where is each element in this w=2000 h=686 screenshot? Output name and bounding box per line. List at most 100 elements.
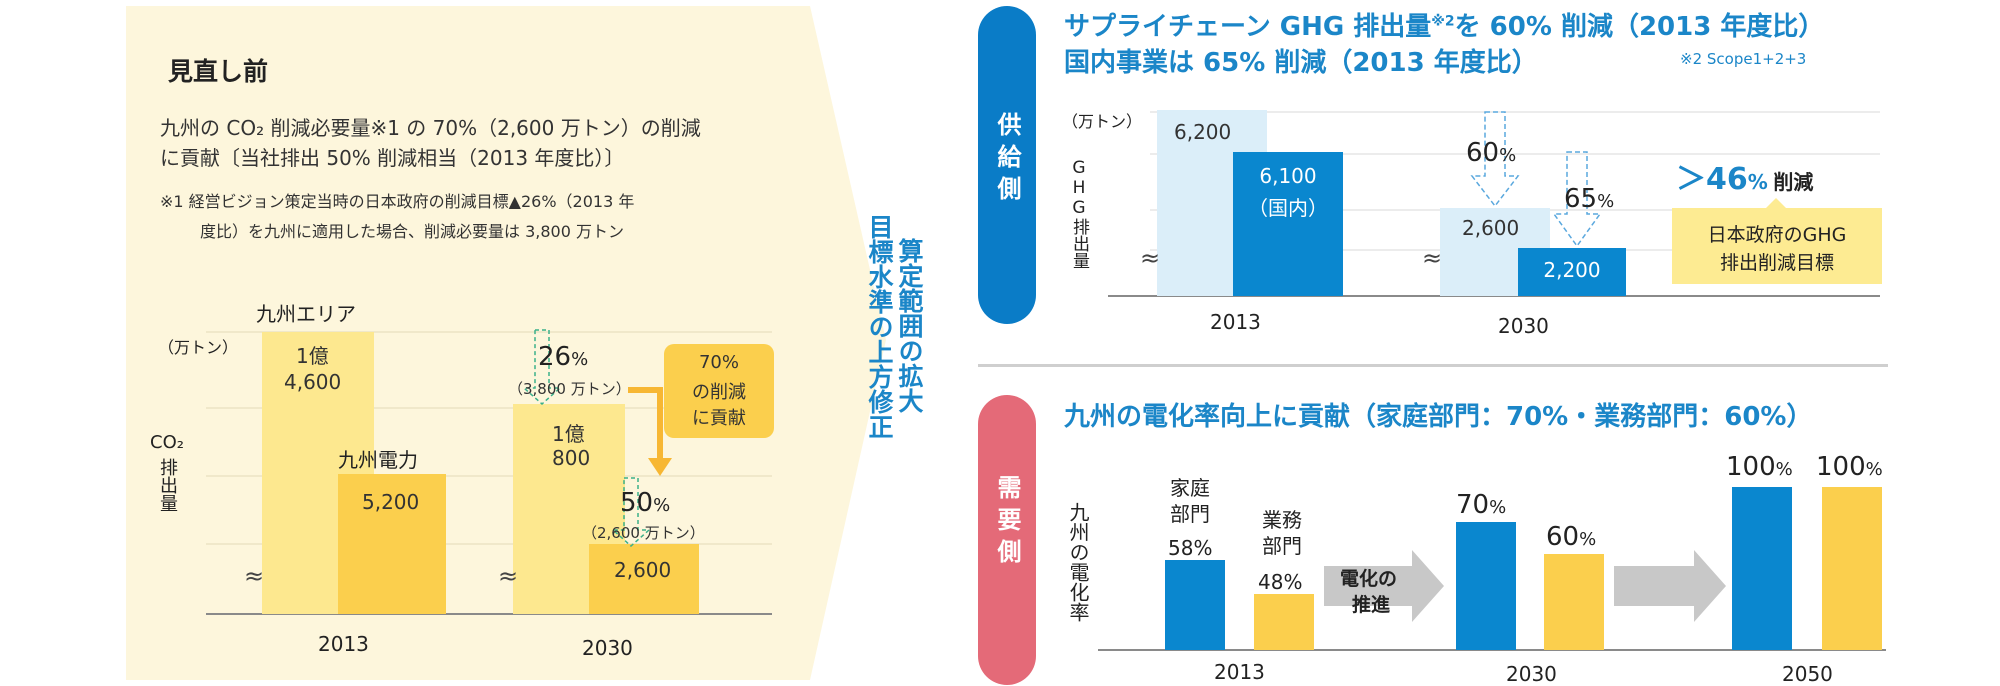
left-break-mark-2030: ≈: [498, 562, 519, 590]
callout-line2: の削減: [692, 382, 746, 403]
cat-household-label-2: 部門: [1170, 502, 1210, 526]
left-note-line1: ※1 経営ビジョン策定当時の日本政府の削減目標▲26%（2013 年: [160, 192, 635, 211]
supply-break-mark-2030: ≈: [1422, 244, 1443, 272]
pct-65-label: 65%: [1564, 184, 1614, 214]
left-unit-label: （万トン）: [158, 338, 239, 357]
val-2013-household: 58%: [1168, 536, 1213, 560]
demand-ylabel: 九州の電化率: [1066, 502, 1090, 622]
section-divider: [978, 364, 1888, 367]
left-note-line2: 度比）を九州に適用した場合、削減必要量は 3,800 万トン: [200, 222, 624, 241]
progress-arrow-icon: [1614, 550, 1726, 622]
pct-50-sub-label: （2,600 万トン）: [582, 524, 705, 542]
val-2030-household-sign: %: [1489, 497, 1507, 518]
val-2050-household-sign: %: [1775, 459, 1793, 480]
supply-title-footnote-mark: ※2: [1431, 13, 1455, 30]
val-2013-business: 48%: [1258, 570, 1303, 594]
bar-2013-power-label: 5,200: [362, 490, 420, 514]
left-break-mark-2013: ≈: [244, 562, 265, 590]
down-arrow-65-icon: [1552, 151, 1602, 248]
bar-2013-kyushu-power: [338, 474, 446, 614]
pct-50-label: 50%: [620, 488, 670, 518]
supply-break-mark-2013: ≈: [1140, 244, 1161, 272]
cat-household-label-1: 家庭: [1170, 476, 1210, 500]
cat-business-label-1: 業務: [1262, 508, 1302, 532]
left-year-2013: 2013: [318, 632, 369, 656]
left-year-2030: 2030: [582, 636, 633, 660]
bar-2013-domestic-label-2: （国内）: [1248, 196, 1328, 220]
bar-2030-domestic: [1518, 248, 1626, 296]
bar-2030-household: [1456, 522, 1516, 650]
val-2030-household-num: 70: [1456, 490, 1490, 520]
pct-60-sign: %: [1499, 145, 1517, 166]
supply-footnote: ※2 Scope1+2+3: [1680, 50, 1807, 68]
demand-title: 九州の電化率向上に貢献（家庭部門：70%・業務部門：60%）: [1064, 402, 1813, 432]
supply-unit-label: （万トン）: [1062, 112, 1143, 131]
bar-2050-household: [1732, 487, 1792, 650]
gov-target-line1: 日本政府のGHG: [1707, 224, 1847, 246]
pct-65-sign: %: [1597, 191, 1615, 212]
callout-line1: 70%: [698, 352, 739, 373]
promo-arrow-icon: [1324, 550, 1444, 622]
callout-line3: に貢献: [692, 408, 746, 429]
bar-2030-business: [1544, 554, 1604, 650]
left-ylabel-co2: CO₂: [150, 432, 184, 453]
left-description-line2: に貢献〔当社排出 50% 削減相当（2013 年度比）〕: [160, 146, 625, 170]
bar-2030-domestic-label: 2,200: [1543, 258, 1601, 282]
pct-50-value: 50: [620, 488, 654, 518]
arrow-label-expand-scope: 算定範囲の拡大: [895, 238, 924, 413]
supply-side-pill-label: 供給側: [993, 112, 1021, 208]
bar-2013-area-label-1: 1億: [296, 344, 329, 368]
left-description-line1: 九州の CO₂ 削減必要量※1 の 70%（2,600 万トン）の削減: [160, 116, 701, 140]
pct-26-sign: %: [571, 349, 589, 370]
pct-65-value: 65: [1564, 184, 1598, 214]
pct-50-sign: %: [653, 495, 671, 516]
arrow-label-raise-target: 目標水準の上方修正: [865, 214, 894, 439]
bar-2013-area-label-2: 4,600: [284, 370, 342, 394]
callout-connector-arrow-icon: [628, 387, 663, 460]
down-arrow-60-icon: [1470, 111, 1520, 208]
demand-side-pill-label: 需要側: [993, 475, 1021, 571]
demand-year-2050: 2050: [1782, 662, 1833, 686]
pct-26-sub-label: （3,800 万トン）: [508, 380, 631, 398]
down-arrow-50-icon: [611, 477, 651, 548]
val-2050-business: 100%: [1816, 452, 1883, 482]
bar-2013-domestic: [1233, 152, 1343, 296]
gov-target-box: [1672, 208, 1882, 284]
val-2050-household-num: 100: [1726, 452, 1776, 482]
demand-year-2030: 2030: [1506, 662, 1557, 686]
bar-2030-area-label-2: 800: [552, 446, 591, 470]
val-2030-household: 70%: [1456, 490, 1506, 520]
pct-26-label: 26%: [538, 342, 588, 372]
supply-title-part2: を 60% 削減（2013 年度比）: [1454, 12, 1825, 42]
demand-year-2013: 2013: [1214, 660, 1265, 684]
promo-label-1: 電化の: [1340, 568, 1398, 590]
val-2050-business-sign: %: [1865, 459, 1883, 480]
promo-label-2: 推進: [1352, 594, 1391, 616]
val-2030-business: 60%: [1546, 522, 1596, 552]
supply-title-line2: 国内事業は 65% 削減（2013 年度比）: [1064, 48, 1538, 78]
bar-2030-supply-label: 2,600: [1462, 216, 1520, 240]
bar-2013-business: [1254, 594, 1314, 650]
bar-2030-kyushu-power: [589, 544, 699, 614]
down-arrow-26-icon: [522, 329, 562, 406]
supply-year-2013: 2013: [1210, 310, 1261, 334]
supply-side-pill: 供給側: [978, 6, 1036, 324]
left-heading: 見直し前: [168, 57, 269, 86]
gt46-label: ＞46% 削減: [1676, 154, 1813, 198]
gt46-text: 削減: [1773, 170, 1814, 194]
supply-year-2030: 2030: [1498, 314, 1549, 338]
val-2050-household: 100%: [1726, 452, 1793, 482]
bar-2013-supply-label: 6,200: [1174, 120, 1232, 144]
val-2030-business-sign: %: [1579, 529, 1597, 550]
gt46-pct: %: [1747, 170, 1768, 194]
pct-60-value: 60: [1466, 138, 1500, 168]
bar-2030-area-label-1: 1億: [552, 422, 585, 446]
supply-ylabel: GHG排出量: [1069, 158, 1089, 269]
val-2030-business-num: 60: [1546, 522, 1580, 552]
demand-side-pill: 需要側: [978, 395, 1036, 685]
legend-kyushu-area: 九州エリア: [256, 302, 356, 326]
bar-2013-household: [1165, 560, 1225, 650]
cat-business-label-2: 部門: [1262, 534, 1302, 558]
left-ylabel-emissions: 排出量: [157, 458, 178, 512]
